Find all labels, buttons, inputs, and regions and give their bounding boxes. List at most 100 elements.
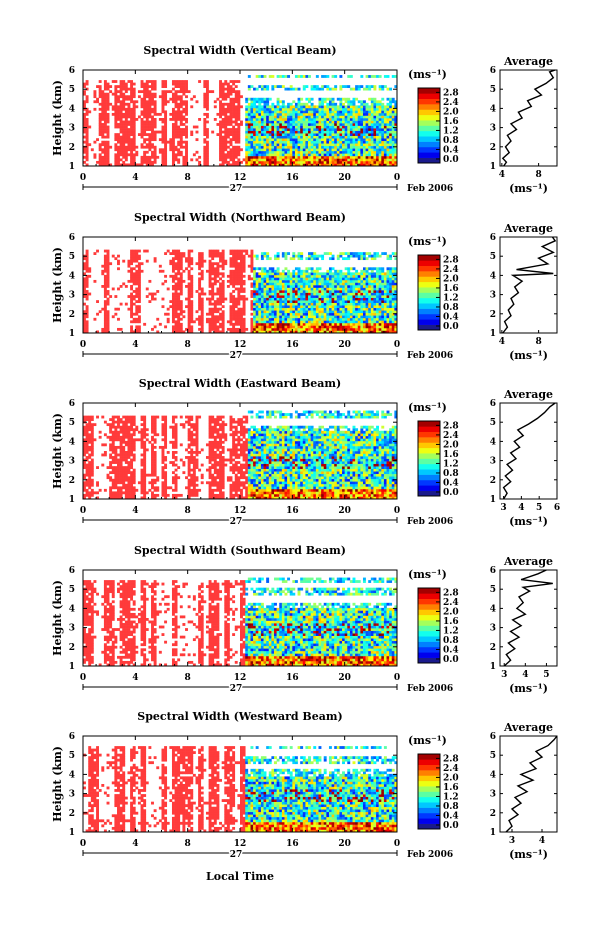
heatmap-cell — [292, 110, 296, 114]
heatmap-cell — [297, 160, 301, 164]
heatmap-cell — [318, 312, 322, 316]
heatmap-cell — [344, 100, 348, 104]
heatmap-cell — [135, 118, 139, 121]
heatmap-cell — [143, 85, 147, 88]
heatmap-cell — [127, 80, 131, 83]
heatmap-cell — [391, 160, 395, 164]
heatmap-cell — [106, 317, 110, 321]
heatmap-cell — [370, 125, 374, 129]
heatmap-cell — [376, 75, 379, 78]
heatmap-cell — [137, 282, 141, 286]
heatmap-cell — [143, 112, 147, 116]
heatmap-cell — [294, 143, 298, 147]
heatmap-cell — [391, 153, 395, 157]
heatmap-cell — [211, 322, 215, 326]
heatmap-cell — [344, 107, 348, 111]
heatmap-cell — [219, 105, 222, 109]
heatmap-cell — [292, 112, 296, 116]
heatmap-cell — [344, 145, 348, 149]
heatmap-cell — [386, 133, 390, 136]
heatmap-cell — [368, 75, 372, 78]
heatmap-cell — [106, 143, 110, 147]
heatmap-cell — [357, 272, 361, 276]
heatmap-cell — [357, 295, 361, 298]
heatmap-cell — [344, 287, 348, 291]
heatmap-cell — [245, 297, 249, 301]
heatmap-cell — [281, 290, 285, 293]
heatmap-cell — [308, 287, 311, 291]
heatmap-cell — [130, 138, 134, 142]
heatmap-cell — [370, 123, 374, 126]
heatmap-cell — [294, 107, 298, 111]
heatmap-cell — [368, 107, 372, 111]
heatmap-cell — [93, 92, 97, 96]
heatmap-cell — [347, 322, 351, 326]
heatmap-cell — [326, 107, 330, 111]
heatmap-cell — [234, 267, 238, 271]
heatmap-cell — [229, 264, 233, 268]
heatmap-cell — [226, 92, 230, 96]
heatmap-cell — [224, 120, 228, 124]
heatmap-cell — [352, 267, 356, 271]
heatmap-cell — [122, 138, 126, 142]
heatmap-cell — [373, 107, 377, 111]
heatmap-cell — [106, 327, 110, 331]
heatmap-cell — [266, 140, 270, 144]
heatmap-cell — [297, 317, 301, 321]
heatmap-cell — [260, 322, 264, 326]
heatmap-cell — [279, 277, 283, 281]
heatmap-cell — [302, 150, 306, 154]
heatmap-cell — [260, 274, 264, 278]
heatmap-cell — [226, 135, 230, 139]
heatmap-cell — [127, 130, 131, 134]
heatmap-cell — [266, 327, 270, 331]
heatmap-cell — [85, 148, 89, 152]
heatmap-cell — [271, 128, 275, 131]
heatmap-cell — [221, 82, 225, 86]
heatmap-cell — [342, 305, 345, 309]
heatmap-cell — [355, 274, 359, 278]
heatmap-cell — [164, 155, 168, 159]
heatmap-cell — [274, 155, 277, 159]
heatmap-cell — [357, 317, 361, 321]
heatmap-cell — [148, 102, 152, 106]
heatmap-cell — [83, 102, 86, 106]
heatmap-cell — [279, 330, 283, 334]
heatmap-cell — [255, 123, 259, 126]
heatmap-cell — [284, 107, 288, 111]
heatmap-cell — [365, 267, 369, 271]
heatmap-cell — [182, 252, 186, 255]
heatmap-cell — [300, 297, 304, 301]
heatmap-cell — [130, 148, 134, 152]
heatmap-cell — [365, 257, 369, 261]
heatmap-cell — [268, 272, 272, 276]
heatmap-cell — [362, 148, 366, 152]
heatmap-cell — [127, 269, 131, 273]
heatmap-cell — [342, 295, 345, 298]
heatmap-cell — [365, 145, 369, 149]
heatmap-cell — [360, 327, 364, 331]
heatmap-cell — [187, 90, 191, 94]
heatmap-cell — [106, 325, 110, 329]
heatmap-cell — [208, 269, 212, 273]
heatmap-cell — [260, 305, 264, 309]
heatmap-cell — [161, 282, 165, 286]
heatmap-cell — [315, 310, 319, 314]
heatmap-cell — [349, 277, 353, 281]
heatmap-cell — [308, 285, 311, 288]
heatmap-cell — [219, 135, 222, 139]
heatmap-cell — [101, 112, 105, 116]
heatmap-cell — [352, 282, 356, 286]
heatmap-cell — [276, 138, 280, 142]
heatmap-cell — [339, 130, 343, 134]
heatmap-cell — [334, 153, 338, 157]
heatmap-cell — [331, 155, 335, 159]
heatmap-cell — [219, 272, 222, 276]
heatmap-cell — [365, 310, 369, 314]
heatmap-cell — [174, 274, 178, 278]
heatmap-cell — [300, 322, 304, 326]
heatmap-cell — [122, 85, 126, 88]
heatmap-cell — [391, 133, 395, 136]
heatmap-cell — [130, 315, 134, 319]
heatmap-cell — [221, 252, 225, 255]
